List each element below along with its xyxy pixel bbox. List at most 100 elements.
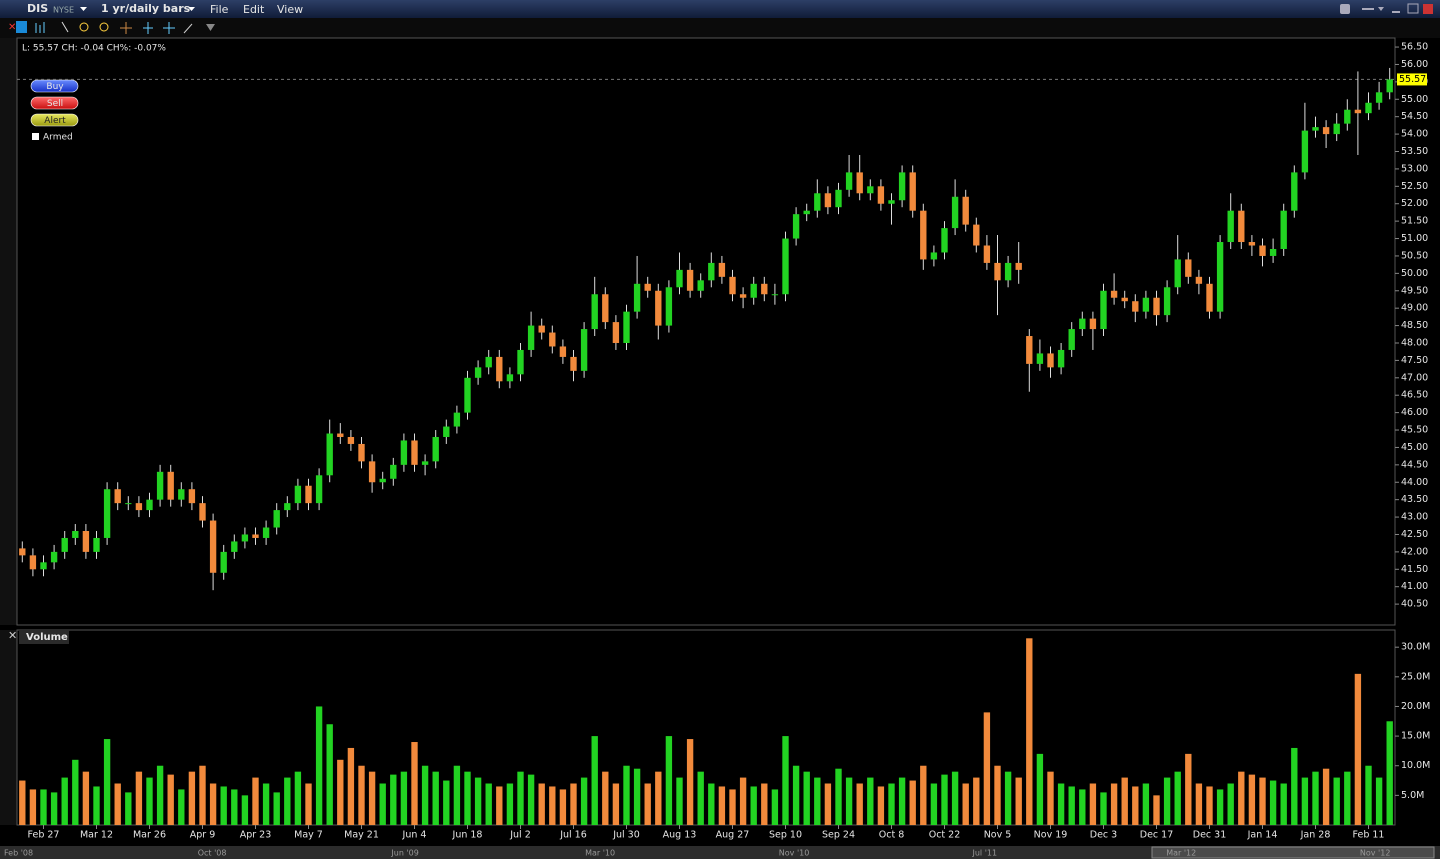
candle-body	[1333, 123, 1340, 135]
candle-body	[1280, 210, 1287, 249]
navigator-label: Feb '08	[4, 849, 33, 858]
candle-body	[665, 287, 673, 326]
sell-button[interactable]	[30, 96, 79, 110]
candle-body	[1259, 245, 1266, 256]
navigator-label: Jun '09	[390, 849, 418, 858]
dropdown-arrow[interactable]	[188, 7, 195, 11]
volume-bar	[718, 786, 726, 825]
dropdown-arrow[interactable]	[80, 7, 87, 11]
armed-label[interactable]: Armed	[43, 133, 73, 143]
volume-bar	[771, 789, 779, 825]
y-tick-label: 52.00	[1401, 198, 1428, 209]
navigator[interactable]	[0, 846, 1440, 859]
volume-bar	[559, 789, 567, 825]
candle-body	[135, 503, 143, 511]
volume-bar	[1185, 753, 1192, 825]
candle-body	[432, 436, 439, 462]
candle-body	[29, 555, 37, 570]
volume-bar	[1121, 777, 1128, 825]
candle-body	[1068, 329, 1075, 350]
candle-body	[125, 503, 132, 505]
candle-body	[1036, 353, 1044, 364]
x-tick-label: May 7	[294, 830, 323, 841]
candle-body	[61, 537, 68, 552]
candle-body	[1227, 210, 1234, 243]
last-price-label: 55.57	[1399, 74, 1426, 85]
symbol[interactable]: DIS	[27, 2, 48, 15]
candle-body	[1089, 318, 1097, 330]
candle-body	[209, 520, 217, 573]
volume-bar	[655, 771, 662, 825]
alert-button[interactable]	[30, 113, 79, 127]
buy-label[interactable]: Buy	[46, 82, 64, 92]
candle-body	[1100, 290, 1107, 330]
candle-body	[1132, 301, 1139, 312]
volume-bar	[188, 771, 196, 825]
volume-bar	[1195, 783, 1203, 825]
navigator-thumb[interactable]	[1151, 846, 1435, 859]
y-tick-label: 50.50	[1401, 250, 1428, 261]
candle-body	[708, 262, 715, 281]
candle-body	[739, 294, 747, 298]
volume-bar	[898, 777, 906, 825]
navigator-label: Jul '11	[972, 849, 998, 858]
menu-view[interactable]: View	[277, 3, 303, 16]
candle-body	[252, 534, 259, 538]
y-tick-label: 48.00	[1401, 337, 1428, 348]
sell-label[interactable]: Sell	[47, 99, 63, 109]
volume-bar	[708, 783, 715, 825]
x-tick-label: Jul 2	[509, 830, 531, 841]
y-tick-label: 53.50	[1401, 146, 1428, 157]
y-tick-label: 45.50	[1401, 425, 1428, 436]
candle-body	[93, 537, 100, 552]
period-selector[interactable]: 1 yr/daily bars	[101, 2, 191, 15]
x-tick-label: Jan 28	[1300, 830, 1331, 841]
x-tick-label: Jun 18	[452, 830, 483, 841]
x-tick-label: Mar 26	[133, 830, 166, 841]
volume-bar	[633, 768, 641, 825]
candle-body	[347, 436, 355, 444]
candle-body	[326, 433, 333, 476]
menu-edit[interactable]: Edit	[243, 3, 265, 16]
menu-file[interactable]: File	[210, 3, 229, 16]
volume-bar	[517, 771, 524, 825]
candle-body	[199, 503, 206, 521]
candle-body	[188, 489, 196, 504]
candle-body	[1248, 242, 1256, 246]
volume-bar	[803, 771, 810, 825]
volume-bar	[1386, 721, 1393, 825]
volume-bar	[156, 765, 164, 825]
volume-bar	[93, 786, 100, 825]
volume-bar	[930, 783, 938, 825]
volume-bar	[1153, 795, 1160, 825]
volume-bar	[199, 765, 206, 825]
candle-body	[570, 356, 577, 371]
candle-body	[994, 262, 1001, 281]
tool-icons[interactable]	[16, 21, 215, 34]
candle-body	[231, 541, 238, 552]
candle-body	[1238, 210, 1245, 243]
candle-body	[1026, 336, 1033, 364]
candle-body	[1365, 102, 1372, 114]
exchange: NYSE	[53, 6, 74, 15]
close-icon[interactable]: ✕	[8, 22, 16, 33]
close-panel[interactable]: ✕	[8, 629, 17, 642]
alert-label[interactable]: Alert	[44, 116, 66, 126]
candle-body	[1153, 297, 1160, 316]
candle-body	[527, 325, 535, 350]
volume-bar	[252, 777, 259, 825]
candle-body	[580, 329, 588, 371]
buy-button[interactable]	[30, 79, 79, 93]
candle-body	[888, 200, 895, 204]
candle-body	[167, 471, 174, 500]
y-tick-label: 44.50	[1401, 459, 1428, 470]
candle-body	[262, 527, 270, 538]
candle-body	[40, 562, 47, 570]
armed-checkbox[interactable]	[32, 133, 39, 140]
candle-body	[1110, 290, 1118, 298]
volume-bar	[284, 777, 291, 825]
candle-body	[612, 322, 620, 343]
volume-bar	[1047, 771, 1054, 825]
candle-body	[1301, 130, 1309, 173]
window-controls[interactable]	[1340, 3, 1433, 14]
